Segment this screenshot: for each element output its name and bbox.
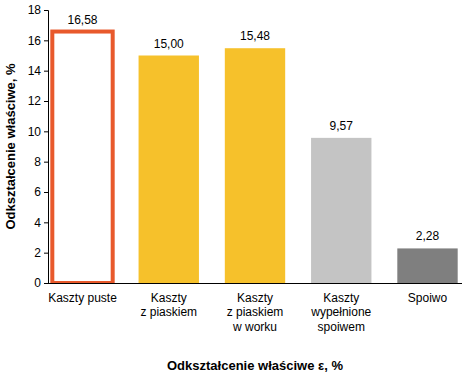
y-tick-label: 12 <box>28 94 42 108</box>
x-tick: Kaszty puste <box>48 283 117 305</box>
x-axis-title: Odkształcenie właściwe ε, % <box>167 358 343 373</box>
x-tick-label-line: Kaszty <box>237 291 273 305</box>
data-label: 9,57 <box>330 119 354 133</box>
x-tick: Kasztywypełnionespoiwem <box>310 283 371 334</box>
x-tick: Spoiwo <box>408 283 448 305</box>
y-tick: 14 <box>28 64 48 78</box>
x-tick-label-line: z piaskiem <box>227 305 284 319</box>
chart: 024681012141618Kaszty pusteKasztyz piask… <box>0 0 466 378</box>
bar <box>139 56 199 284</box>
x-tick-label: Kasztyz piaskiem <box>140 291 197 319</box>
x-tick-label-line: spoiwem <box>318 320 365 334</box>
bar <box>311 138 371 283</box>
y-tick: 4 <box>34 216 48 230</box>
y-tick-label: 10 <box>28 125 42 139</box>
x-tick-label: Kasztywypełnionespoiwem <box>310 291 371 334</box>
y-tick-label: 6 <box>34 185 41 199</box>
x-axis-line <box>48 283 462 284</box>
y-tick-label: 2 <box>34 246 41 260</box>
bar <box>225 48 285 283</box>
y-tick-mark <box>44 10 48 11</box>
x-tick-label: Spoiwo <box>408 291 448 305</box>
y-tick-mark <box>44 71 48 72</box>
y-tick-mark <box>44 162 48 163</box>
y-tick-mark <box>44 40 48 41</box>
data-label: 15,48 <box>240 29 270 43</box>
bars <box>52 32 457 283</box>
x-tick-label: Kaszty puste <box>48 291 117 305</box>
y-tick-mark <box>44 131 48 132</box>
y-tick-mark <box>44 192 48 193</box>
y-tick-label: 0 <box>34 276 41 290</box>
y-tick-mark <box>44 101 48 102</box>
y-tick-label: 16 <box>28 34 42 48</box>
bar <box>397 248 457 283</box>
y-tick: 6 <box>34 185 48 199</box>
x-tick-label-line: wypełnione <box>310 305 371 319</box>
data-label: 16,58 <box>67 13 97 27</box>
y-tick: 2 <box>34 246 48 260</box>
bar <box>52 32 112 283</box>
y-tick: 18 <box>28 3 48 17</box>
x-tick-label-line: w worku <box>232 320 277 334</box>
x-axis: Kaszty pusteKasztyz piaskiemKasztyz pias… <box>48 283 462 334</box>
y-tick: 10 <box>28 125 48 139</box>
y-axis-line <box>44 11 49 284</box>
x-tick-label: Kasztyz piaskiemw worku <box>227 291 284 334</box>
y-tick-label: 8 <box>34 155 41 169</box>
x-tick-label-line: Kaszty <box>151 291 187 305</box>
y-tick-label: 4 <box>34 216 41 230</box>
x-tick-label-line: Kaszty <box>323 291 359 305</box>
y-tick-mark <box>44 283 48 284</box>
y-tick: 16 <box>28 34 48 48</box>
data-label: 2,28 <box>416 229 440 243</box>
y-tick-label: 18 <box>28 3 42 17</box>
y-axis: 0 2 4 6 8 10 12 14 16 18 <box>28 3 49 290</box>
y-tick: 12 <box>28 94 48 108</box>
y-tick-mark <box>44 222 48 223</box>
x-tick-label-line: Kaszty puste <box>48 291 117 305</box>
y-tick-label: 14 <box>28 64 42 78</box>
data-labels: 16,58 15,00 15,48 9,57 2,28 <box>67 13 439 244</box>
x-tick: Kasztyz piaskiem <box>140 283 197 319</box>
data-label: 15,00 <box>154 37 184 51</box>
y-tick: 0 <box>34 276 48 290</box>
x-tick: Kasztyz piaskiemw worku <box>227 283 284 334</box>
x-tick-label-line: Spoiwo <box>408 291 448 305</box>
y-tick-mark <box>44 253 48 254</box>
y-tick: 8 <box>34 155 48 169</box>
y-axis-title: Odkształcenie właściwe, % <box>3 63 18 230</box>
x-tick-label-line: z piaskiem <box>140 305 197 319</box>
